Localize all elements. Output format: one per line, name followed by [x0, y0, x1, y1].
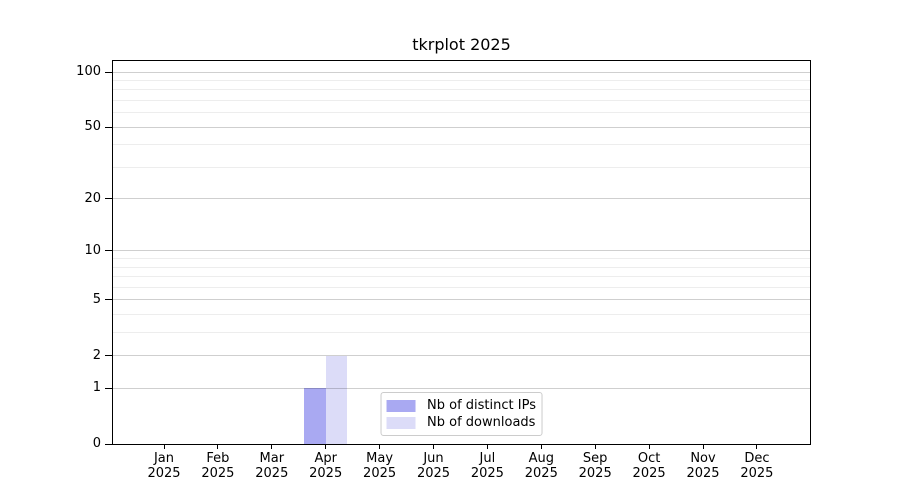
x-tick-label: Nov 2025 — [671, 451, 735, 481]
legend-swatch-icon — [386, 399, 416, 412]
gridline-major — [113, 126, 810, 128]
legend-label: Nb of distinct IPs — [427, 398, 536, 413]
x-tick-label: Feb 2025 — [186, 451, 250, 481]
x-tick-label: Dec 2025 — [725, 451, 789, 481]
y-tick-label: 10 — [84, 242, 101, 258]
x-tick-label: Jan 2025 — [132, 451, 196, 481]
x-tick-label: Jun 2025 — [402, 451, 466, 481]
x-tick-mark — [271, 444, 273, 449]
x-tick-label-year: 2025 — [147, 466, 181, 481]
bar-nb-of-distinct-ips-apr — [304, 388, 326, 444]
x-tick-mark — [702, 444, 704, 449]
legend-swatch-icon — [386, 416, 416, 429]
legend-row: Nb of downloads — [386, 414, 536, 431]
x-tick-label-year: 2025 — [524, 466, 558, 481]
legend-row: Nb of distinct IPs — [386, 397, 536, 414]
x-tick-mark — [648, 444, 650, 449]
y-tick-label: 50 — [84, 119, 101, 135]
x-tick-label: Mar 2025 — [240, 451, 304, 481]
x-tick-label-year: 2025 — [740, 466, 774, 481]
x-tick-mark — [594, 444, 596, 449]
gridline-major — [113, 250, 810, 252]
x-tick-label: Jul 2025 — [455, 451, 519, 481]
x-tick-mark — [217, 444, 219, 449]
x-tick-label-year: 2025 — [363, 466, 397, 481]
x-tick-label-month: Apr — [314, 451, 337, 466]
x-tick-label-month: Feb — [206, 451, 230, 466]
y-tick-mark — [105, 299, 112, 301]
x-tick-label: Sep 2025 — [563, 451, 627, 481]
x-tick-label-year: 2025 — [255, 466, 289, 481]
x-tick-mark — [486, 444, 488, 449]
x-tick-mark — [325, 444, 327, 449]
gridline-major — [113, 299, 810, 301]
x-tick-label-month: Aug — [528, 451, 554, 466]
y-tick-label: 20 — [84, 190, 101, 206]
gridline-major — [113, 198, 810, 200]
gridline-minor — [113, 100, 810, 102]
x-tick-label-year: 2025 — [309, 466, 343, 481]
y-tick-mark — [105, 198, 112, 200]
gridline-minor — [113, 258, 810, 259]
y-tick-mark — [105, 443, 112, 445]
chart-title: tkrplot 2025 — [412, 35, 511, 54]
x-tick-mark — [540, 444, 542, 449]
x-tick-label-year: 2025 — [470, 466, 504, 481]
x-tick-label-year: 2025 — [578, 466, 612, 481]
x-tick-label-month: Oct — [637, 451, 661, 466]
y-tick-mark — [105, 126, 112, 128]
x-tick-label-month: Sep — [582, 451, 608, 466]
gridline-minor — [113, 276, 810, 277]
y-tick-mark — [105, 355, 112, 356]
y-tick-mark — [105, 250, 112, 252]
y-tick-label: 1 — [92, 380, 101, 396]
x-tick-label-month: Jan — [153, 451, 175, 466]
gridline-minor — [113, 144, 810, 146]
x-tick-label-month: May — [366, 451, 394, 466]
plot-area: Nb of distinct IPs Nb of downloads — [112, 60, 811, 445]
gridline-minor — [113, 89, 810, 91]
x-tick-label: May 2025 — [348, 451, 412, 481]
gridline-minor — [113, 331, 810, 333]
x-tick-label-month: Jul — [479, 451, 496, 466]
gridline-minor — [113, 286, 810, 288]
y-tick-label: 0 — [92, 436, 101, 451]
x-tick-label-month: Dec — [744, 451, 770, 466]
bar-nb-of-downloads-apr — [325, 355, 348, 444]
x-tick-mark — [379, 444, 381, 449]
x-tick-label-year: 2025 — [201, 466, 235, 481]
x-tick-mark — [163, 444, 165, 449]
legend: Nb of distinct IPs Nb of downloads — [380, 392, 543, 436]
x-tick-mark — [433, 444, 434, 449]
x-tick-label: Apr 2025 — [294, 451, 358, 481]
x-tick-label: Aug 2025 — [509, 451, 573, 481]
y-tick-mark — [105, 71, 112, 73]
gridline-minor — [113, 266, 810, 268]
x-tick-label-year: 2025 — [416, 466, 451, 481]
x-tick-label-month: Jun — [423, 451, 444, 466]
gridline-minor — [113, 166, 810, 168]
y-tick-mark — [105, 387, 112, 389]
x-tick-label: Oct 2025 — [617, 451, 681, 481]
x-tick-label-year: 2025 — [632, 466, 666, 481]
gridline-major — [113, 387, 810, 389]
gridline-major — [113, 355, 810, 356]
gridline-major — [113, 71, 810, 73]
y-tick-label: 100 — [76, 64, 101, 80]
x-tick-label-month: Mar — [259, 451, 285, 466]
legend-label: Nb of downloads — [427, 415, 536, 430]
x-tick-label-month: Nov — [690, 451, 716, 466]
gridline-minor — [113, 313, 810, 315]
x-tick-mark — [756, 444, 758, 449]
y-tick-label: 5 — [92, 291, 101, 307]
gridline-minor — [113, 112, 810, 114]
gridline-minor — [113, 80, 810, 82]
y-tick-label: 2 — [92, 347, 101, 363]
x-tick-label-year: 2025 — [686, 466, 720, 481]
